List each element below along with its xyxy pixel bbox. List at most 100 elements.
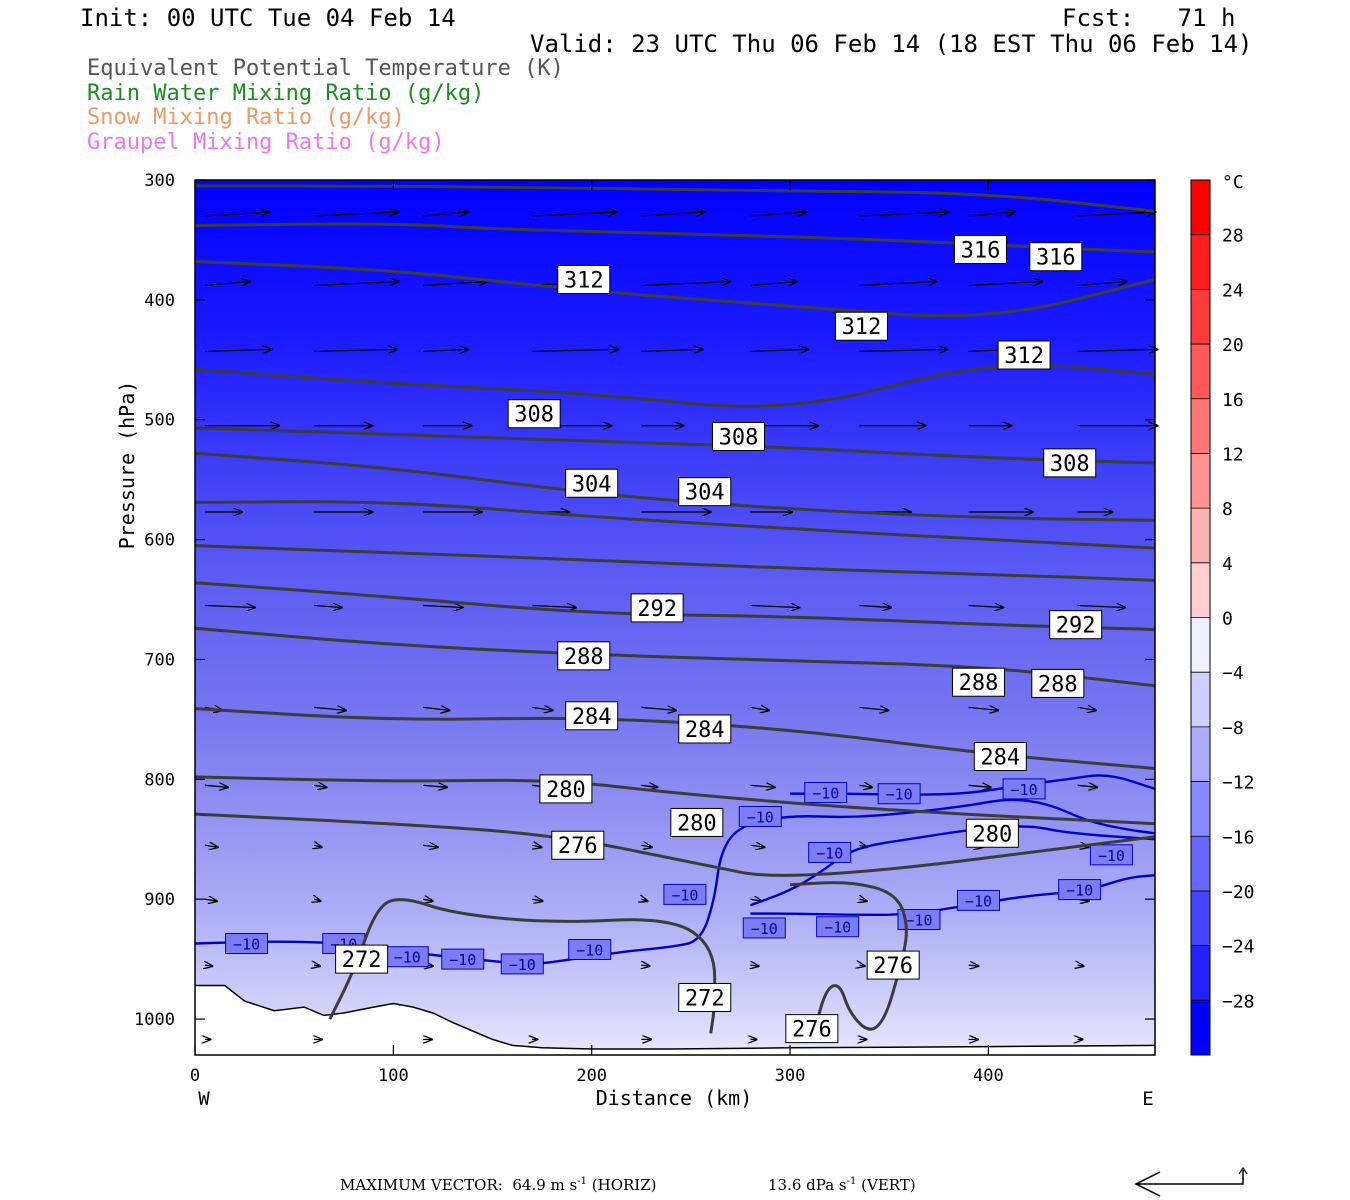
contour-label: 280 — [677, 811, 717, 836]
x-axis-label: Distance (km) — [596, 1086, 753, 1110]
theta-e-contour — [194, 426, 1156, 465]
wind-vector — [204, 845, 218, 847]
terrain-outline — [195, 984, 1156, 1050]
wind-vector — [532, 845, 541, 847]
wind-vector — [423, 606, 463, 608]
wind-vector — [641, 899, 647, 901]
contour-label: 292 — [637, 597, 677, 622]
colorbar-bin — [1191, 289, 1210, 345]
isotherm-label: −10 — [509, 956, 536, 974]
y-tick-label: 600 — [144, 531, 175, 551]
contour-label-box — [678, 477, 732, 507]
contour-label: 308 — [1050, 452, 1090, 477]
wind-vector — [532, 707, 553, 710]
colorbar-tick-label: 12 — [1222, 444, 1244, 465]
wind-vector — [641, 965, 649, 966]
wind-vector — [423, 845, 438, 847]
contour-label: 312 — [842, 315, 882, 340]
wind-vector — [1077, 349, 1158, 351]
contour-label-box — [507, 399, 561, 429]
contour-label: 288 — [564, 645, 604, 670]
theta-e-contours — [194, 184, 1156, 1034]
wind-vector — [313, 606, 342, 608]
contour-label-box — [1031, 668, 1085, 698]
contour-label: 308 — [719, 426, 759, 451]
isotherm-label-box — [742, 917, 786, 939]
wind-vector — [423, 707, 449, 710]
wind-vector — [1077, 785, 1098, 787]
contour-label: 288 — [959, 671, 999, 696]
contour-label: 280 — [972, 822, 1012, 847]
contour-label: 276 — [873, 954, 913, 979]
colorbar-unit: °C — [1222, 172, 1244, 193]
contour-label-box — [711, 422, 765, 452]
theta-e-contour — [194, 581, 1156, 631]
colorbar-tick-label: −8 — [1222, 718, 1244, 739]
contour-label-box — [551, 830, 605, 860]
isotherm-label: −10 — [824, 919, 851, 937]
wind-vector — [859, 349, 947, 351]
contour-label-box — [678, 982, 732, 1012]
contour-label-box — [1049, 610, 1103, 640]
contour-label-box — [785, 1014, 839, 1044]
contour-label-box — [834, 311, 888, 341]
isotherm-label-box — [1002, 778, 1046, 800]
contour-label: 272 — [342, 948, 382, 973]
colorbar-tick-label: 0 — [1222, 609, 1233, 630]
wind-vector — [314, 965, 320, 966]
y-tick-label: 900 — [144, 890, 175, 910]
wind-vector — [205, 965, 212, 966]
wind-vector — [750, 281, 797, 285]
contour-label-box — [565, 468, 619, 498]
isotherm-label-box — [956, 889, 1000, 911]
east-label: E — [1142, 1088, 1153, 1110]
colorbar-bin — [1191, 726, 1210, 783]
wind-vector — [1077, 707, 1096, 710]
colorbar-bin — [1191, 344, 1210, 400]
wind-vector — [423, 212, 468, 216]
isotherm-label-box — [816, 916, 860, 938]
isotherm-label-box — [500, 953, 544, 975]
wind-vector — [750, 845, 764, 847]
isotherm-label-box — [804, 782, 848, 803]
wind-vectors — [205, 212, 1158, 1039]
colorbar: 28 24 20 16 12 8 4 0 −4 −8 −12 −16 −20 −24 −28 °C — [1190, 172, 1255, 1056]
wind-vector — [968, 212, 1016, 216]
wind-vector — [423, 785, 447, 787]
contour-label: 316 — [961, 239, 1001, 264]
colorbar-tick-label: 4 — [1222, 554, 1233, 575]
y-tick-label: 400 — [144, 291, 175, 311]
theta-e-contour — [194, 500, 1156, 550]
wind-vector — [532, 212, 617, 217]
contour-label: 284 — [685, 718, 725, 743]
contour-label: 288 — [1038, 672, 1078, 697]
wind-vector — [641, 349, 702, 351]
colorbar-bin — [1191, 562, 1210, 618]
isotherm-label: −10 — [751, 920, 778, 938]
colorbar-tick-label: −4 — [1222, 663, 1244, 684]
contour-label-box — [866, 950, 920, 980]
wind-vector — [204, 785, 228, 787]
colorbar-tick-label: 8 — [1222, 499, 1233, 520]
isotherm-label: −10 — [449, 951, 476, 969]
theta-e-contour — [194, 626, 1156, 688]
colorbar-tick-label: −12 — [1222, 773, 1255, 794]
isotherm-label: −10 — [1066, 882, 1093, 900]
theta-e-contour — [194, 363, 1156, 408]
legend-graupel: Graupel Mixing Ratio (g/kg) — [87, 130, 445, 155]
max-vector-vert: 13.6 dPa s-1 (VERT) — [768, 1176, 916, 1194]
wind-vector — [968, 785, 991, 787]
theta-e-contour — [194, 707, 1156, 770]
colorbar-tick-label: 24 — [1222, 280, 1244, 301]
reference-arrow-head-up — [1238, 1166, 1248, 1175]
isotherm-label-box — [808, 841, 852, 863]
wind-vector — [313, 281, 398, 287]
colorbar-bin — [1191, 672, 1210, 728]
colorbar-bin — [1191, 180, 1210, 236]
wind-vector — [532, 349, 618, 351]
reference-vector-icon — [1134, 1166, 1248, 1197]
contour-label: 280 — [546, 778, 586, 803]
wind-vector — [859, 212, 948, 217]
init-time: Init: 00 UTC Tue 04 Feb 14 — [80, 4, 456, 32]
